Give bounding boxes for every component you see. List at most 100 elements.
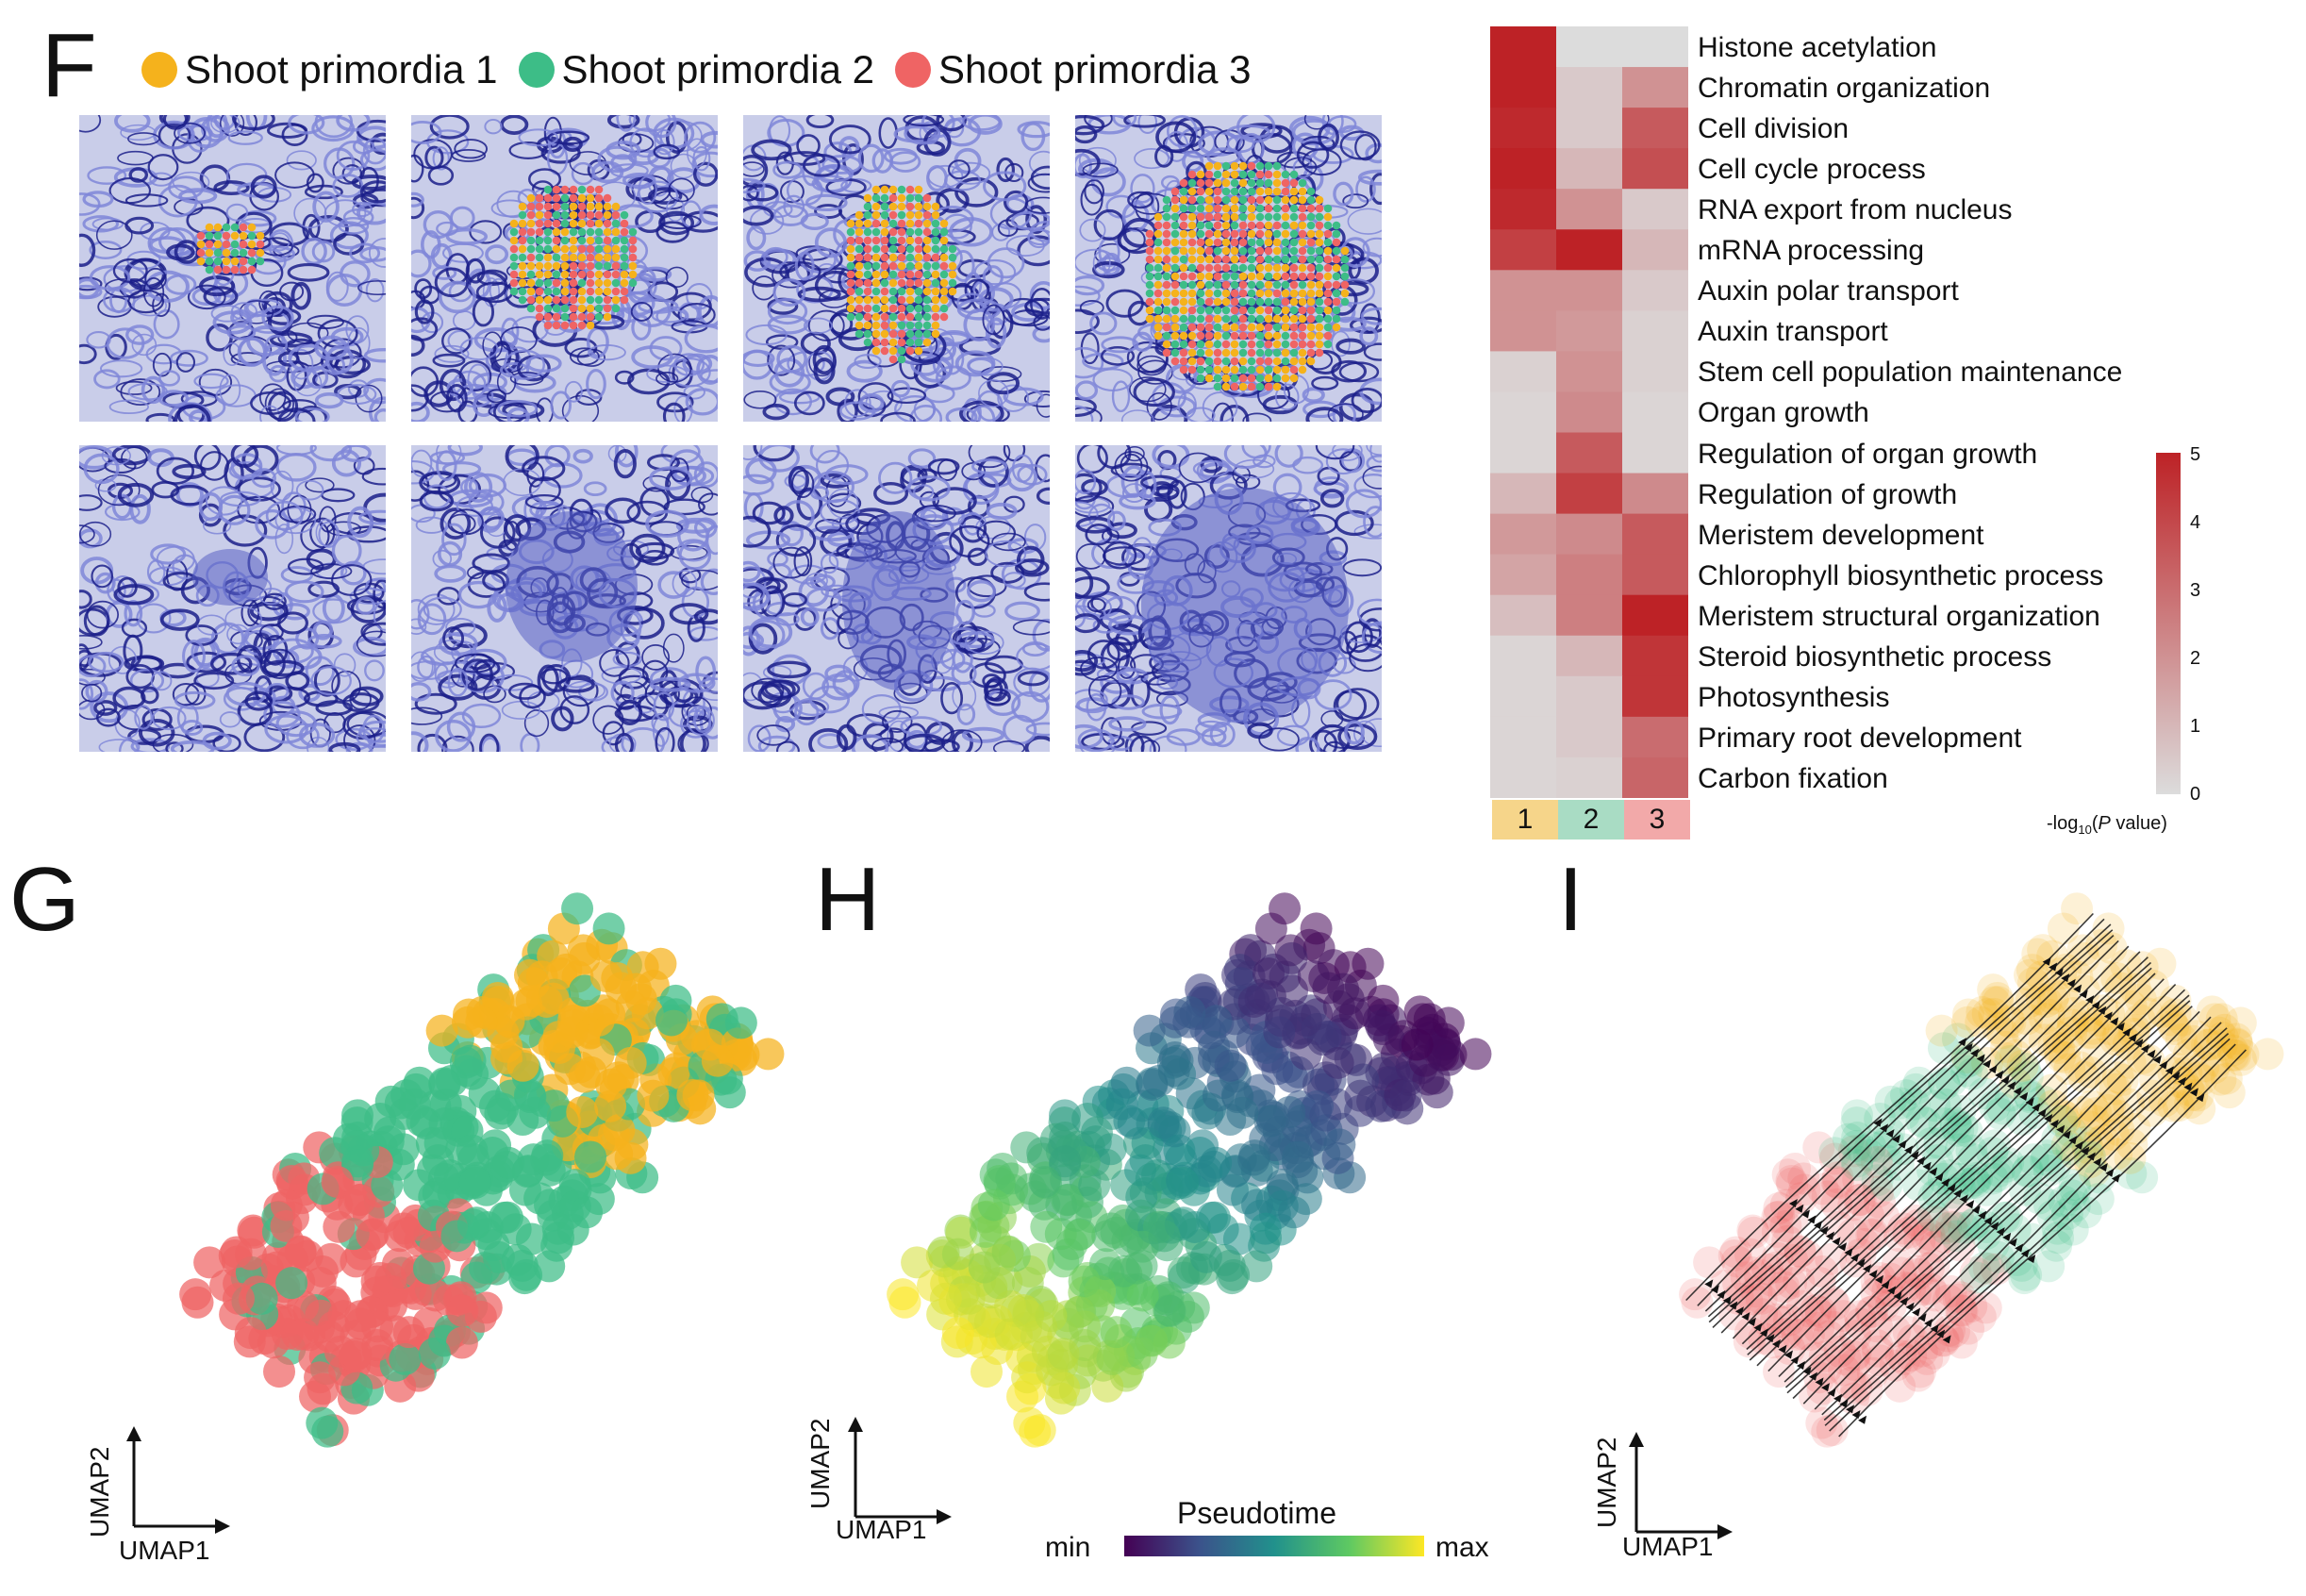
tissue-cell-outline — [336, 115, 371, 132]
spatial-spot — [586, 193, 595, 203]
umap-point — [1148, 1220, 1181, 1253]
tissue-cell-outline — [484, 118, 503, 135]
tissue-cell-outline — [265, 500, 304, 531]
panel-label-i: I — [1558, 849, 1584, 950]
tissue-cell-outline — [158, 370, 181, 387]
spatial-spot — [1272, 229, 1282, 239]
spatial-spot — [535, 287, 544, 296]
umap-point — [1136, 1068, 1169, 1101]
tissue-cell-outline — [362, 137, 386, 165]
spatial-spot — [1255, 297, 1265, 307]
spatial-spot — [543, 261, 553, 271]
spatial-spot — [1179, 255, 1188, 264]
umap-point — [2029, 1002, 2062, 1035]
tissue-cell-outline — [997, 384, 1030, 412]
spatial-spot — [854, 210, 864, 220]
spatial-spot — [1213, 374, 1222, 383]
spatial-spot — [1272, 314, 1282, 324]
group-label-1: 1 — [1492, 800, 1558, 840]
tissue-cell-outline — [583, 481, 607, 497]
umap-point — [1860, 1265, 1893, 1298]
umap-point — [245, 1282, 278, 1315]
tissue-cell-outline — [336, 141, 371, 171]
tissue-cell-outline — [1075, 516, 1114, 534]
spatial-spot — [1187, 178, 1197, 188]
spatial-spot — [1179, 289, 1188, 298]
tissue-cell-outline — [149, 172, 174, 187]
tissue-cell-outline — [1124, 445, 1145, 462]
velocity-arrowhead — [1988, 1065, 1998, 1074]
umap-point — [2216, 1034, 2249, 1067]
tissue-cell-outline — [205, 486, 243, 516]
spatial-spot — [846, 227, 855, 237]
tissue-cell-outline — [861, 694, 902, 724]
umap-point — [2180, 1020, 2213, 1053]
spatial-spot — [560, 219, 570, 228]
tissue-cell-outline — [144, 267, 167, 291]
spatial-spot — [1204, 314, 1214, 324]
spatial-spot — [1170, 280, 1180, 290]
spatial-spot — [888, 329, 898, 339]
tissue-cell-outline — [120, 378, 161, 406]
tissue-cell-outline — [651, 308, 688, 324]
velocity-arrowhead — [1934, 1172, 1944, 1182]
spatial-spot — [880, 278, 889, 288]
spatial-spot — [888, 236, 898, 245]
tissue-cell-outline — [1021, 641, 1049, 657]
velocity-arrowhead — [1879, 1123, 1888, 1133]
tissue-cell-outline — [1226, 124, 1270, 140]
spatial-spot — [1281, 314, 1290, 324]
spatial-spot — [846, 253, 855, 262]
tissue-cell-outline — [775, 715, 796, 733]
tissue-cell-outline — [487, 592, 507, 623]
umap-point — [2166, 1004, 2199, 1037]
tissue-cell-outline — [645, 509, 689, 539]
tissue-cell-outline — [638, 175, 657, 206]
spatial-spot — [1272, 323, 1282, 332]
velocity-streamline — [1685, 912, 2094, 1302]
spatial-spot — [1221, 161, 1231, 171]
umap-point — [492, 1005, 525, 1038]
umap-point — [1788, 1173, 1821, 1206]
umap-point — [323, 1210, 356, 1243]
spatial-spot — [1255, 357, 1265, 366]
spatial-spot — [535, 219, 544, 228]
tissue-cell-outline — [445, 227, 488, 245]
spatial-spot — [213, 248, 223, 258]
tissue-cell-outline — [614, 732, 634, 752]
spatial-spot — [1238, 195, 1248, 205]
umap-point — [2038, 978, 2071, 1011]
velocity-arrowhead — [2159, 1060, 2168, 1070]
tissue-cell-outline — [767, 660, 812, 679]
spatial-spot — [543, 202, 553, 211]
tissue-cell-outline — [621, 726, 666, 752]
tissue-cell-outline — [324, 711, 346, 734]
umap-point — [1011, 1361, 1044, 1394]
spatial-spot — [535, 312, 544, 322]
umap-point — [2119, 973, 2152, 1006]
spatial-spot — [1213, 170, 1222, 179]
tissue-cell-outline — [968, 115, 1003, 135]
tissue-cell-outline — [751, 139, 792, 161]
spatial-spot — [871, 244, 881, 254]
tissue-cell-outline — [356, 727, 386, 748]
spatial-spot — [1323, 340, 1333, 349]
spatial-spot — [1315, 263, 1324, 273]
tissue-cell-outline — [807, 309, 845, 341]
tissue-cell-outline — [286, 150, 317, 171]
spatial-spot — [594, 244, 604, 254]
umap-point — [1733, 1325, 1766, 1358]
spatial-spot — [1272, 246, 1282, 256]
tissue-cell-outline — [1087, 640, 1120, 670]
umap-point — [983, 1267, 1016, 1300]
tissue-cell-outline — [97, 474, 141, 507]
tissue-cell-outline — [1302, 400, 1339, 419]
spatial-spot — [577, 244, 587, 254]
spatial-spot — [1315, 212, 1324, 222]
spatial-spot — [1238, 178, 1248, 188]
tissue-cell-outline — [743, 184, 759, 202]
primordium-region — [506, 511, 638, 662]
spatial-spot — [922, 312, 932, 322]
spatial-spot — [1281, 263, 1290, 273]
spatial-spot — [1213, 280, 1222, 290]
